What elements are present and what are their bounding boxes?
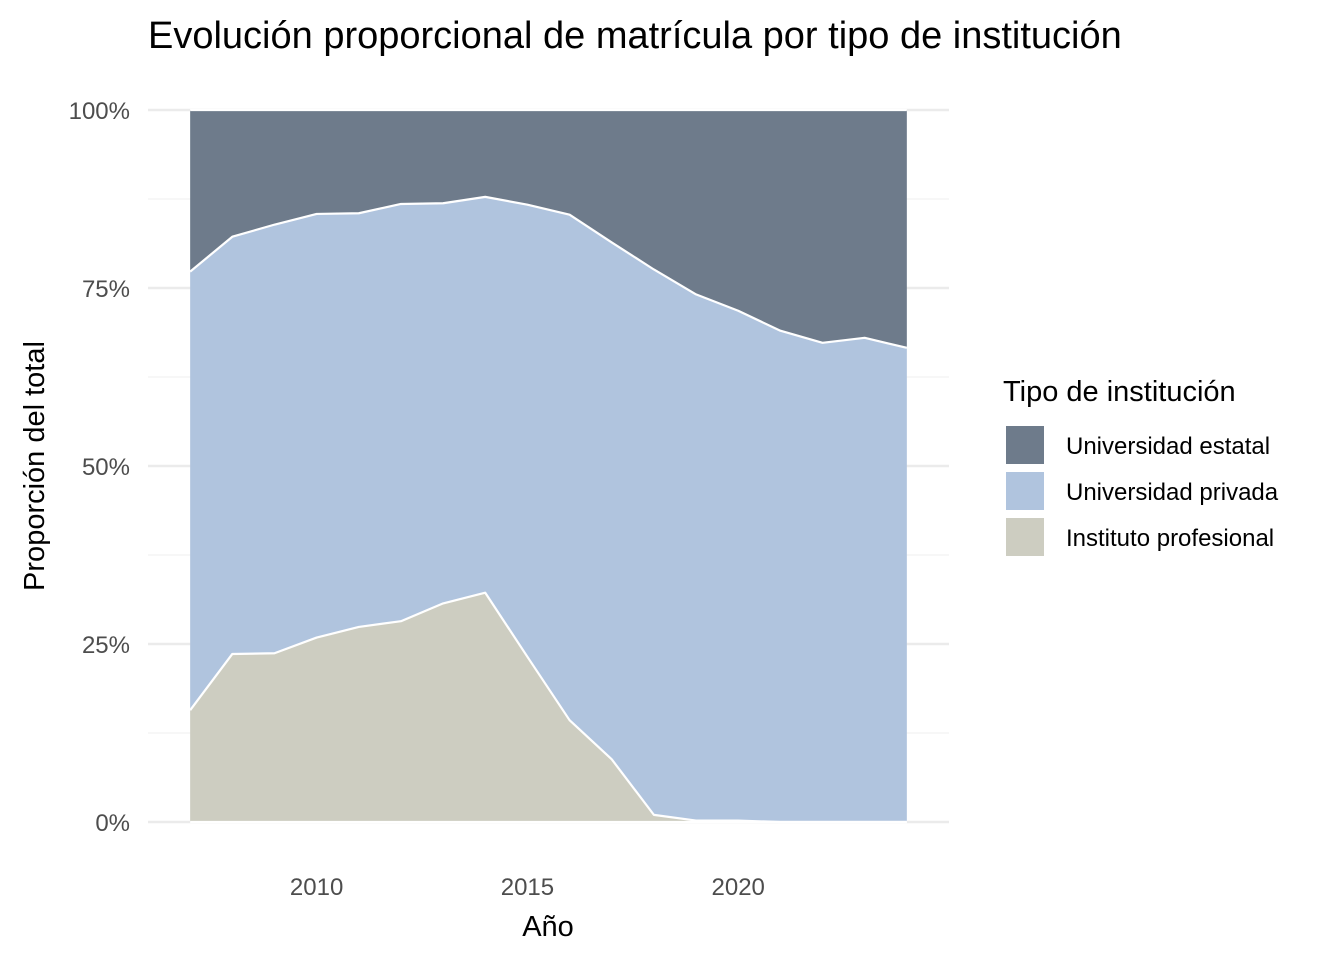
legend-swatch (1006, 426, 1044, 464)
legend-label: Instituto profesional (1066, 525, 1274, 552)
y-tick-label: 100% (69, 98, 130, 125)
y-tick-label: 25% (82, 632, 130, 659)
legend-label: Universidad estatal (1066, 433, 1270, 460)
y-tick-label: 0% (95, 810, 130, 837)
x-axis-title: Año (522, 911, 574, 943)
legend-items: Universidad estatal Universidad privada In… (1006, 426, 1279, 556)
area-series (190, 110, 907, 823)
chart-title: Evolución proporcional de matrícula por … (148, 15, 1122, 57)
boundary-lines (189, 108, 908, 824)
legend-title: Tipo de institución (1003, 376, 1236, 408)
legend-swatch (1006, 472, 1044, 510)
x-tick-label: 2020 (712, 874, 765, 901)
y-tick-labels: 0% 25% 50% 75% 100% (69, 98, 130, 837)
area-instituto-profesional (190, 592, 907, 822)
x-tick-label: 2015 (501, 874, 554, 901)
area-universidad-privada (190, 196, 907, 823)
y-tick-label: 50% (82, 454, 130, 481)
x-tick-labels: 2010 2015 2020 (290, 874, 765, 901)
series-boundary-line (189, 195, 908, 349)
legend-swatch (1006, 518, 1044, 556)
legend-label: Universidad privada (1066, 479, 1279, 506)
area-universidad-estatal (190, 110, 907, 348)
legend: Tipo de institución Universidad estatalU… (1003, 376, 1279, 556)
x-tick-label: 2010 (290, 874, 343, 901)
y-tick-label: 75% (82, 276, 130, 303)
y-axis-title: Proporción del total (19, 341, 51, 591)
